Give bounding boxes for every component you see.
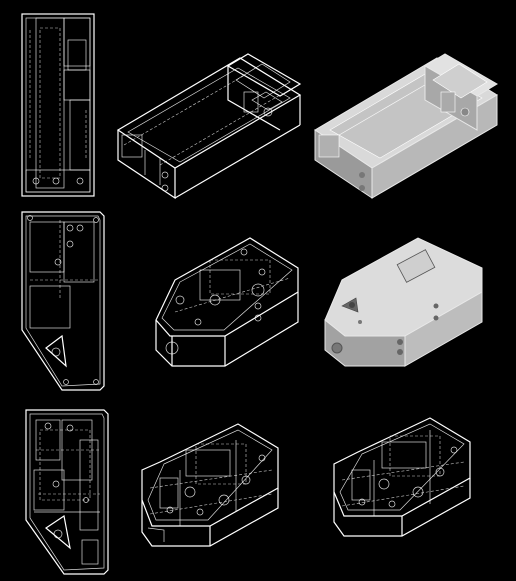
row1-ortho-view xyxy=(21,13,95,197)
row3-iso-wireframe xyxy=(141,423,279,547)
row2-iso-shaded xyxy=(324,237,483,367)
row3-iso-wireframe-alt xyxy=(333,417,471,537)
row3-ortho-view xyxy=(25,409,109,575)
row1-iso-shaded xyxy=(314,53,498,199)
row2-ortho-view xyxy=(21,211,105,391)
row2-iso-wireframe xyxy=(155,237,299,367)
row1-iso-wireframe xyxy=(116,53,302,200)
